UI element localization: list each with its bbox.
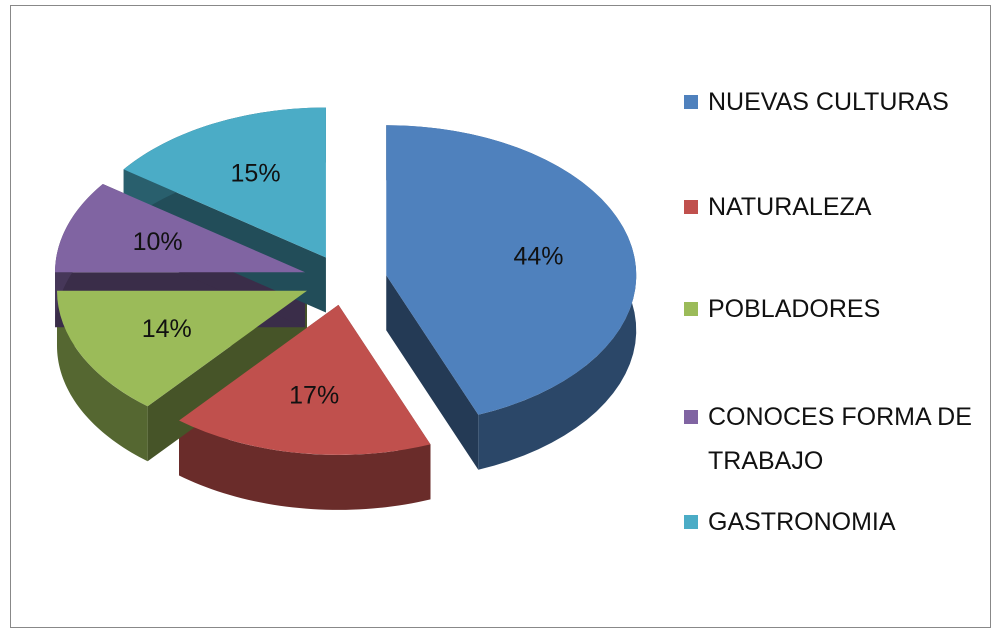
data-label: 10% [133,228,183,256]
legend-swatch [684,302,698,316]
legend-item: CONOCES FORMA DE TRABAJO [684,395,984,483]
slice-tops: 44% 17% 14% 10% 15% [55,107,637,455]
legend-item: NUEVAS CULTURAS [684,80,984,124]
slice [179,304,431,455]
data-label: 15% [231,159,281,187]
data-label: 17% [289,381,339,409]
data-label: 44% [513,242,563,270]
legend-label: NATURALEZA [708,193,872,221]
slice [56,290,307,407]
slice-wall [56,290,148,462]
legend-item: NATURALEZA [684,185,984,229]
slice-wall [179,420,431,510]
legend-label: CONOCES FORMA DE TRABAJO [708,403,972,475]
legend-label: NUEVAS CULTURAS [708,88,949,116]
legend-swatch [684,515,698,529]
slice [123,107,326,258]
legend-swatch [684,410,698,424]
data-label: 14% [142,315,192,343]
legend-swatch [684,200,698,214]
slice [386,125,637,415]
legend-item: GASTRONOMIA [684,500,984,544]
slice [55,184,306,273]
legend-swatch [684,95,698,109]
legend-item: POBLADORES [684,287,984,331]
chart-frame [10,5,991,628]
slice-side [386,275,479,470]
legend-label: POBLADORES [708,295,881,323]
legend-label: GASTRONOMIA [708,508,896,536]
